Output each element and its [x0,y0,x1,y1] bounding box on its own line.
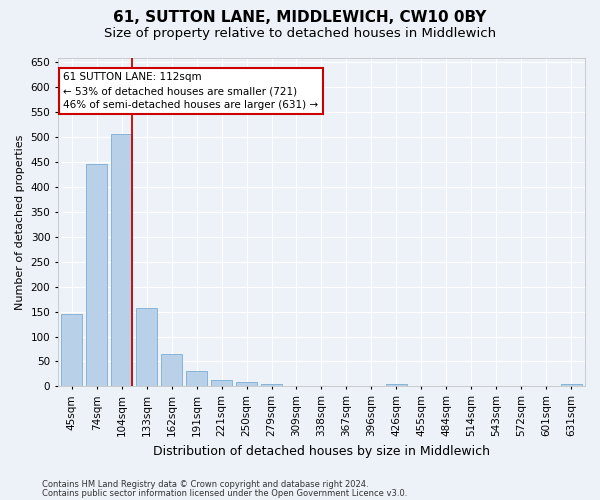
Text: Contains public sector information licensed under the Open Government Licence v3: Contains public sector information licen… [42,488,407,498]
Bar [560,384,582,386]
Text: 61, SUTTON LANE, MIDDLEWICH, CW10 0BY: 61, SUTTON LANE, MIDDLEWICH, CW10 0BY [113,10,487,25]
X-axis label: Distribution of detached houses by size in Middlewich: Distribution of detached houses by size … [153,444,490,458]
Bar [211,380,232,386]
Bar [61,314,82,386]
Text: Size of property relative to detached houses in Middlewich: Size of property relative to detached ho… [104,28,496,40]
Bar [86,164,107,386]
Text: Contains HM Land Registry data © Crown copyright and database right 2024.: Contains HM Land Registry data © Crown c… [42,480,368,489]
Text: 61 SUTTON LANE: 112sqm
← 53% of detached houses are smaller (721)
46% of semi-de: 61 SUTTON LANE: 112sqm ← 53% of detached… [63,72,319,110]
Bar [386,384,407,386]
Bar [186,372,207,386]
Bar [261,384,282,386]
Y-axis label: Number of detached properties: Number of detached properties [15,134,25,310]
Bar [236,382,257,386]
Bar [111,134,132,386]
Bar [161,354,182,386]
Bar [136,308,157,386]
